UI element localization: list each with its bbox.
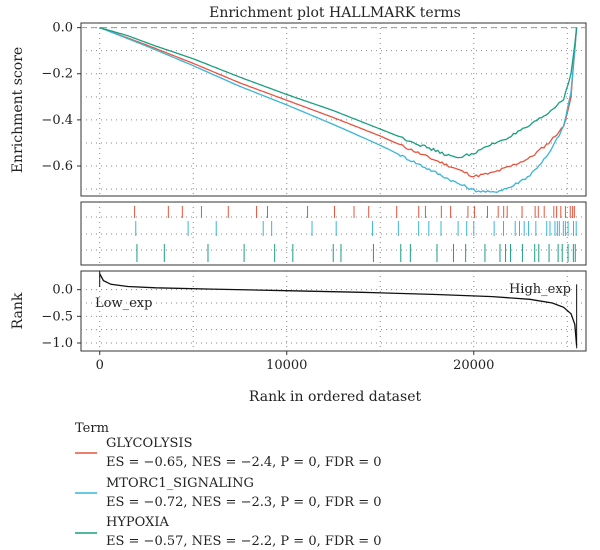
enrichment-y-tick-label: −0.6 [41, 159, 73, 174]
hit-marks-hypoxia [136, 244, 576, 262]
legend-stats-glycolysis: ES = −0.65, NES = −2.4, P = 0, FDR = 0 [106, 455, 382, 470]
enrichment-line-glycolysis [99, 26, 578, 178]
enrichment-y-tick-label: 0.0 [52, 21, 73, 36]
enrichment-y-tick-label: −0.2 [41, 67, 73, 82]
grid-layer [81, 23, 586, 351]
legend: Term GLYCOLYSIS ES = −0.65, NES = −2.4, … [75, 421, 382, 549]
rank-y-tick-label: −0.5 [41, 309, 73, 324]
gene-hit-marks-layer [134, 206, 577, 262]
rank-y-tick-label: 0.0 [52, 283, 73, 298]
enrichment-line-hypoxia [99, 26, 578, 159]
enrichment-line-mtorc1_signaling [99, 26, 578, 193]
x-tick-label: 20000 [453, 358, 494, 373]
enrichment-panel-frame [80, 22, 587, 197]
legend-label-glycolysis: GLYCOLYSIS [106, 436, 192, 451]
x-axis-label: Rank in ordered dataset [249, 389, 422, 405]
legend-stats-hypoxia: ES = −0.57, NES = −2.2, P = 0, FDR = 0 [106, 534, 382, 549]
x-tick-label: 10000 [266, 358, 307, 373]
legend-title: Term [75, 421, 109, 436]
rank-y-tick-label: −1.0 [41, 336, 73, 351]
legend-label-mtorc1: MTORC1_SIGNALING [106, 476, 254, 491]
tick-labels-layer: 0.0 −0.2 −0.4 −0.6 0.0 −0.5 −1.0 0 10000 20000 [41, 21, 494, 373]
low-exp-annotation: Low_exp [95, 296, 152, 311]
chart-title: Enrichment plot HALLMARK terms [209, 5, 461, 21]
enrichment-lines-layer [99, 26, 578, 193]
enrichment-y-axis-label: Enrichment score [10, 47, 26, 173]
x-tick-label: 0 [96, 358, 104, 373]
hit-marks-glycolysis [134, 206, 575, 218]
enrichment-y-tick-label: −0.4 [41, 113, 73, 128]
rank-curve [99, 273, 578, 346]
rank-curve-layer [99, 271, 578, 349]
hit-marks-mtorc1_signaling [135, 221, 577, 236]
legend-label-hypoxia: HYPOXIA [106, 515, 169, 530]
rank-y-axis-label: Rank [10, 292, 26, 329]
rank-panel-frame [80, 270, 587, 352]
high-exp-annotation: High_exp [509, 282, 571, 297]
legend-stats-mtorc1: ES = −0.72, NES = −2.3, P = 0, FDR = 0 [106, 495, 382, 510]
